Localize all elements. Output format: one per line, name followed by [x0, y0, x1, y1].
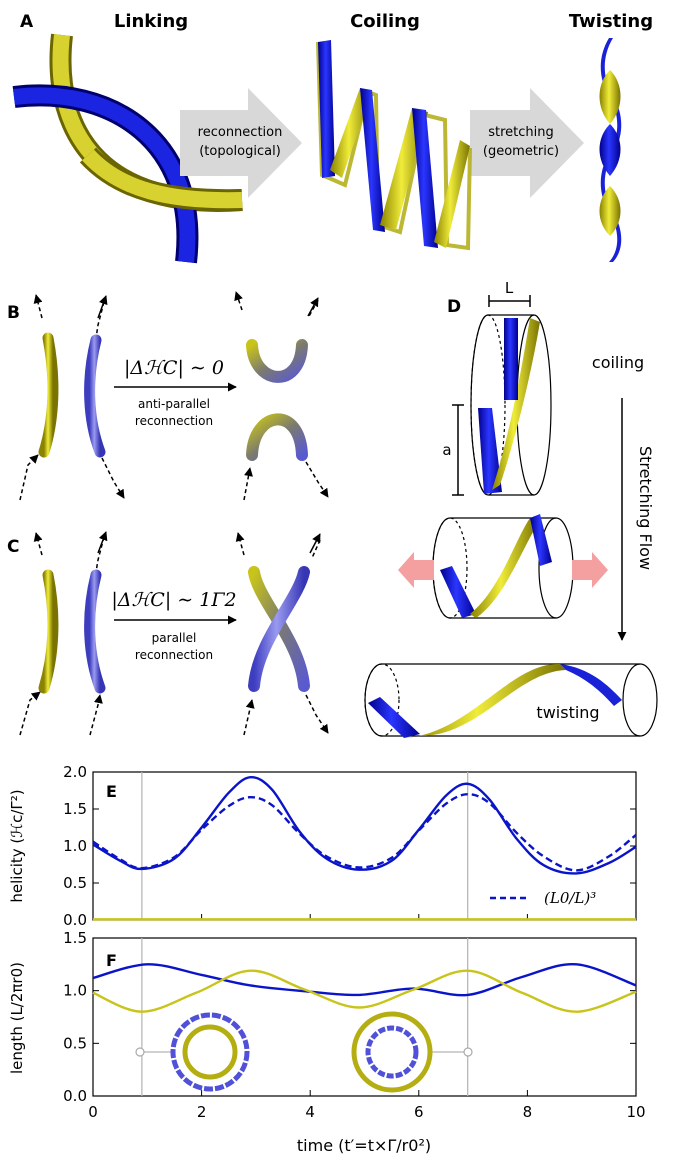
- right-stretch-arrow: [572, 552, 608, 588]
- series-line-1: [92, 969, 637, 1013]
- panel-c-letter: C: [7, 537, 19, 557]
- stretching-arrow: stretching (geometric): [470, 88, 584, 198]
- twisting-cylinder: [364, 663, 658, 738]
- flow-arrow: [89, 694, 103, 736]
- x-tick-label: 10: [626, 1103, 645, 1121]
- flow-dashes: [95, 536, 105, 573]
- reconnection-label-1: reconnection: [198, 125, 283, 140]
- flow-arrow: [234, 291, 243, 311]
- yellow-vortex-tube: [38, 569, 59, 694]
- b-label-1: anti-parallel: [138, 397, 210, 411]
- chart-e-ylabel: helicity (ℋc/Γ²): [8, 789, 26, 902]
- radius-label: a: [442, 441, 451, 459]
- blue-vortex-tube: [84, 334, 106, 458]
- y-tick-label: 1.5: [63, 929, 87, 947]
- panel-a: A Linking Coiling Twisting reconnection …: [12, 11, 653, 264]
- stretching-flow-label: Stretching Flow: [636, 446, 655, 570]
- coiling-label: coiling: [592, 353, 644, 372]
- flow-arrow: [243, 467, 253, 501]
- c-label-2: reconnection: [135, 648, 213, 662]
- length-label: L: [505, 279, 514, 297]
- coiling-cylinder: [470, 314, 552, 496]
- panel-d: D L a coiling: [364, 279, 658, 738]
- ring-inset-1: [135, 1012, 250, 1092]
- stretching-label-2: (geometric): [483, 144, 559, 159]
- flow-arrow: [101, 457, 125, 499]
- y-tick-label: 1.5: [63, 800, 87, 818]
- x-tick-label: 6: [414, 1103, 424, 1121]
- reconnection-arrow: reconnection (topological): [180, 88, 302, 198]
- stretching-label-1: stretching: [488, 125, 554, 140]
- panel-e-chart: E 0.0 0.5 1.0 1.5 2.0 helicity (ℋc/Γ²) (L0/L…: [8, 763, 637, 929]
- panel-a-letter: A: [20, 12, 34, 32]
- x-tick-label: 0: [88, 1103, 98, 1121]
- flow-arrow: [309, 533, 321, 554]
- c-equation: |ΔℋC| ∼ 1Γ2: [111, 589, 236, 611]
- panel-f-chart: F 0.0 0.5 1.0 1.5 0 2 4 6 8 10 length (L/2πr0) ti…: [8, 929, 646, 1155]
- flow-arrow: [243, 699, 255, 736]
- flow-arrow: [97, 531, 108, 554]
- flow-arrow: [235, 532, 245, 556]
- flow-arrow: [305, 461, 329, 498]
- reconnected-bottom-tube: [246, 413, 308, 461]
- flow-arrow: [19, 454, 39, 501]
- flow-arrow: [307, 297, 319, 317]
- flow-dashes: [307, 299, 319, 319]
- series-line-0: [92, 775, 637, 875]
- yellow-vortex-tube: [38, 332, 59, 458]
- twisting-label: twisting: [536, 703, 599, 722]
- y-tick-label: 0.0: [63, 1087, 87, 1105]
- blue-vortex-tube: [84, 569, 106, 694]
- ring-inset-2: [351, 1011, 473, 1093]
- series-line-1: [92, 792, 637, 872]
- y-tick-label: 0.5: [63, 1034, 87, 1052]
- x-tick-label: 4: [305, 1103, 315, 1121]
- panel-b: B |ΔℋC| ∼ 0 anti-parallel reconnection: [7, 291, 329, 501]
- linked-rings-illustration: [12, 33, 243, 264]
- panel-c: C |ΔℋC| ∼ 1Γ2 parallel reconnection: [7, 531, 329, 736]
- stretched-cylinder: [432, 514, 574, 619]
- chart-f-ylabel: length (L/2πr0): [8, 962, 26, 1074]
- flow-arrow: [305, 694, 329, 734]
- panel-f-letter: F: [106, 951, 117, 970]
- b-equation: |ΔℋC| ∼ 0: [124, 357, 224, 379]
- panel-d-letter: D: [447, 297, 461, 317]
- b-label-2: reconnection: [135, 414, 213, 428]
- crossed-tube-2: [248, 566, 310, 692]
- y-tick-label: 0.5: [63, 874, 87, 892]
- x-tick-label: 2: [197, 1103, 207, 1121]
- c-label-1: parallel: [152, 631, 197, 645]
- stage-twisting-label: Twisting: [569, 11, 653, 32]
- chart-f-frame: [92, 937, 637, 1097]
- left-stretch-arrow: [398, 552, 434, 588]
- flow-arrow: [97, 295, 108, 319]
- twisted-ribbon-illustration: [599, 38, 622, 262]
- coiled-ribbon-illustration: [316, 40, 472, 251]
- chart-f-xlabel: time (t′=t×Γ/r0²): [297, 1136, 431, 1155]
- panel-e-letter: E: [106, 782, 117, 801]
- x-tick-label: 8: [523, 1103, 533, 1121]
- flow-arrow: [19, 691, 41, 736]
- y-tick-label: 1.0: [63, 982, 87, 1000]
- reconnection-label-2: (topological): [199, 144, 281, 159]
- legend-label: (L0/L)³: [544, 889, 596, 907]
- flow-arrow: [33, 294, 43, 319]
- y-tick-label: 0.0: [63, 911, 87, 929]
- flow-arrow: [33, 532, 43, 556]
- reconnected-top-tube: [246, 339, 308, 383]
- panel-b-letter: B: [7, 303, 20, 323]
- flow-dashes: [95, 301, 105, 339]
- stage-linking-label: Linking: [114, 11, 188, 32]
- stage-coiling-label: Coiling: [350, 11, 420, 32]
- y-tick-label: 1.0: [63, 837, 87, 855]
- series-line-0: [92, 963, 637, 997]
- y-tick-label: 2.0: [63, 763, 87, 781]
